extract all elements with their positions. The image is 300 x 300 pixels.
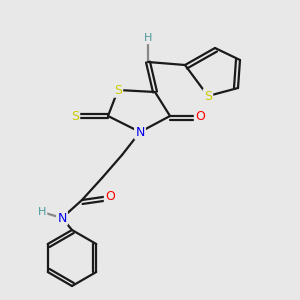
Text: O: O — [105, 190, 115, 202]
Text: S: S — [71, 110, 79, 122]
Text: S: S — [204, 89, 212, 103]
Text: H: H — [38, 207, 46, 217]
Text: H: H — [144, 33, 152, 43]
Text: S: S — [114, 83, 122, 97]
Text: N: N — [135, 125, 145, 139]
Text: O: O — [195, 110, 205, 122]
Text: N: N — [57, 212, 67, 224]
